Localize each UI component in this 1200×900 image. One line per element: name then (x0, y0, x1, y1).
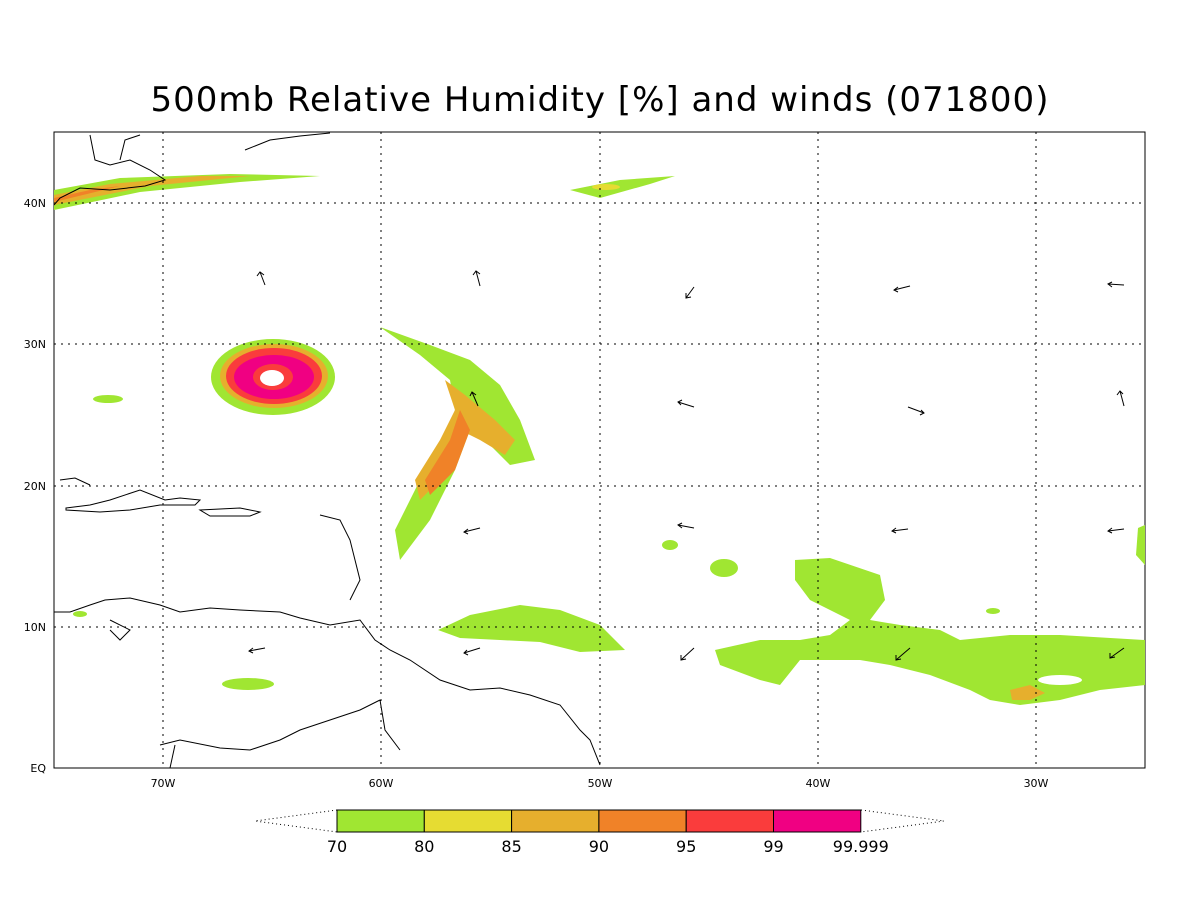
lat-labels: 40N 30N 20N 10N EQ (24, 197, 47, 775)
wind-arrow (893, 285, 911, 293)
lon-labels: 70W 60W 50W 40W 30W (151, 777, 1049, 790)
lon-label: 60W (369, 777, 394, 790)
wind-arrow (677, 522, 695, 529)
colorbar: 70 80 85 90 95 99 99.999 (254, 809, 945, 856)
wind-arrow (463, 527, 481, 535)
colorbar-label: 85 (501, 837, 521, 856)
wind-arrow (891, 527, 909, 534)
coastlines (53, 132, 601, 769)
colorbar-label: 70 (327, 837, 347, 856)
colorbar-swatch (511, 809, 600, 833)
colorbar-swatch (685, 809, 775, 833)
wind-arrow (1107, 527, 1125, 534)
lon-label: 70W (151, 777, 176, 790)
colorbar-label: 80 (414, 837, 434, 856)
lat-label: 20N (24, 480, 46, 493)
wind-arrow (463, 647, 481, 656)
wind-arrow (1109, 647, 1125, 659)
wind-arrow (677, 399, 695, 408)
colorbar-right-cap (860, 809, 945, 833)
wind-arrow (256, 271, 266, 286)
colorbar-left-cap (254, 809, 338, 833)
lat-label: EQ (30, 762, 46, 775)
wind-arrow (472, 270, 481, 287)
colorbar-label: 99 (763, 837, 783, 856)
map-title: 500mb Relative Humidity [%] and winds (0… (150, 80, 1050, 120)
lon-label: 50W (588, 777, 613, 790)
wind-arrow (1107, 281, 1125, 288)
colorbar-label: 99.999 (833, 837, 889, 856)
colorbar-swatch (773, 809, 862, 833)
map-grid (54, 132, 1145, 768)
wind-arrow (469, 391, 479, 407)
wind-arrow (680, 647, 695, 661)
lon-label: 40W (806, 777, 831, 790)
wind-arrow (895, 647, 911, 661)
colorbar-swatch (598, 809, 687, 833)
colorbar-swatch (336, 809, 425, 833)
colorbar-label: 95 (676, 837, 696, 856)
wind-arrow (685, 286, 695, 299)
lat-label: 40N (24, 197, 46, 210)
wind-arrow (1116, 390, 1125, 407)
lat-label: 10N (24, 621, 46, 634)
colorbar-label: 90 (589, 837, 609, 856)
humidity-fields (54, 174, 1145, 705)
wind-arrows (248, 270, 1125, 661)
wind-arrow (248, 647, 266, 654)
lon-label: 30W (1024, 777, 1049, 790)
colorbar-swatch (423, 809, 513, 833)
lat-label: 30N (24, 338, 46, 351)
wind-arrow (907, 406, 925, 416)
